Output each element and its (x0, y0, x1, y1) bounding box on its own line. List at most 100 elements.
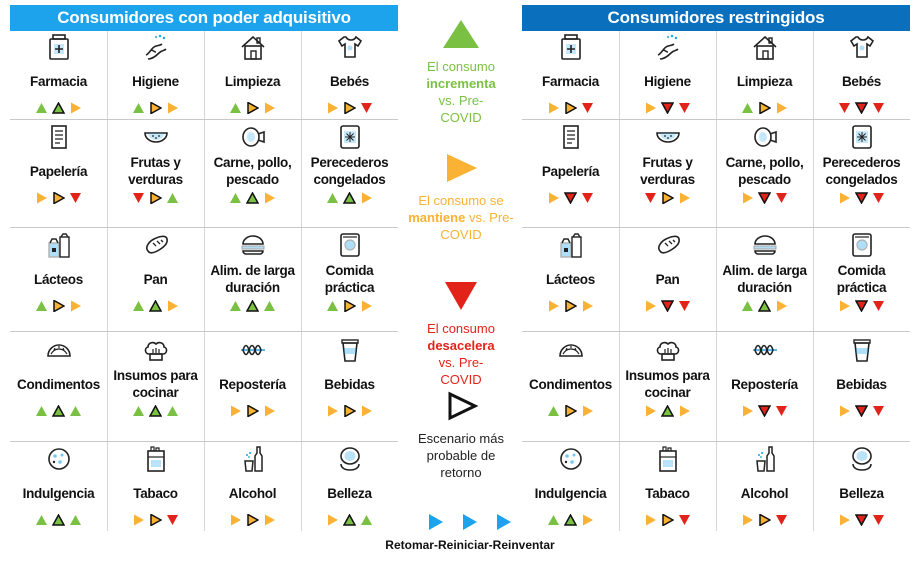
category-label: Pan (143, 271, 168, 287)
category-cell: Tabaco (619, 445, 716, 527)
increase-triangle-icon (36, 301, 47, 311)
increase-triangle-icon-outlined (149, 405, 162, 417)
category-cell: Indulgencia (522, 445, 619, 527)
grid-column-divider (204, 31, 205, 531)
trend-indicators (229, 299, 276, 313)
decrease-triangle-icon-outlined (758, 192, 771, 204)
maintain-triangle-icon (71, 300, 81, 312)
maintain-triangle-icon (777, 102, 787, 114)
burger-icon (745, 231, 785, 259)
maintain-triangle-icon (646, 300, 656, 312)
category-label: Alim. de larga duración (210, 263, 295, 295)
maintain-triangle-icon (265, 192, 275, 204)
category-label: Papelería (541, 163, 600, 179)
hand-wash-icon (136, 33, 176, 61)
trend-indicators (35, 191, 82, 205)
burger-icon (233, 231, 273, 259)
legend-increase: El consumo incrementa vs. Pre-COVID (402, 18, 520, 126)
green-up-triangle-icon (443, 20, 479, 48)
category-cell: Higiene (107, 33, 204, 115)
decrease-triangle-icon (776, 193, 787, 203)
category-cell: Condimentos (10, 336, 107, 418)
category-label: Alcohol (228, 485, 277, 501)
maintain-triangle-icon (840, 514, 850, 526)
increase-triangle-icon-outlined (564, 514, 577, 526)
legend-increase-bold: incrementa (426, 76, 496, 91)
trend-indicators (35, 299, 82, 313)
category-cell: Frutas y verduras (619, 123, 716, 205)
category-label: Alim. de larga duración (722, 263, 807, 295)
maintain-triangle-icon (328, 514, 338, 526)
category-cell: Perecederos congelados (813, 123, 910, 205)
blue-arrow-icon (497, 514, 511, 530)
category-label: Bebés (841, 73, 882, 89)
trend-indicators (35, 404, 82, 418)
cigarette-pack-icon (648, 445, 688, 473)
watermelon-icon (648, 123, 688, 151)
trend-indicators (326, 299, 373, 313)
red-down-triangle-icon (445, 282, 477, 310)
orange-right-triangle-icon (447, 154, 477, 182)
decrease-triangle-icon (839, 103, 850, 113)
bottles-icon (745, 445, 785, 473)
maintain-triangle-icon (328, 405, 338, 417)
category-label: Carne, pollo, pescado (725, 155, 804, 187)
decrease-triangle-icon (645, 193, 656, 203)
trend-indicators (547, 404, 594, 418)
hand-wash-icon (648, 33, 688, 61)
trend-indicators (229, 101, 276, 115)
maintain-triangle-icon-outlined (759, 514, 771, 526)
snack-bag-icon (842, 231, 882, 259)
maintain-triangle-icon-outlined (247, 102, 259, 114)
category-label: Lácteos (546, 271, 595, 287)
decrease-triangle-icon-outlined (758, 405, 771, 417)
category-cell: Pan (107, 231, 204, 313)
trend-indicators (838, 101, 885, 115)
category-label: Pan (655, 271, 680, 287)
legend-maintain-post: vs. Pre-COVID (440, 210, 514, 242)
maintain-triangle-icon-outlined (662, 192, 674, 204)
legend-decrease: El consumo desacelera vs. Pre-COVID (402, 280, 520, 388)
maintain-triangle-icon (583, 514, 593, 526)
footer-slogan: Retomar-Reiniciar-Reinventar (385, 538, 555, 552)
medicine-jar-icon (39, 33, 79, 61)
maintain-triangle-icon (646, 405, 656, 417)
category-cell: Farmacia (522, 33, 619, 115)
maintain-triangle-icon-outlined (759, 102, 771, 114)
taco-icon (551, 336, 591, 364)
onesie-icon (330, 33, 370, 61)
maintain-triangle-icon (168, 300, 178, 312)
decrease-triangle-icon (873, 193, 884, 203)
maintain-triangle-icon-outlined (565, 300, 577, 312)
decrease-triangle-icon (873, 103, 884, 113)
compact-mirror-icon (330, 445, 370, 473)
pastry-icon (745, 336, 785, 364)
maintain-triangle-icon (71, 102, 81, 114)
panel-restricted-consumers: Consumidores restringidos Farmacia Higien… (522, 5, 910, 531)
increase-triangle-icon (133, 301, 144, 311)
category-grid: Farmacia Higiene Limpieza Bebés Papelería Fru… (10, 31, 398, 531)
category-cell: Insumos para cocinar (619, 336, 716, 418)
pastry-icon (233, 336, 273, 364)
maintain-triangle-icon (646, 102, 656, 114)
category-label: Lácteos (34, 271, 83, 287)
trend-indicators (35, 513, 82, 527)
category-label: Indulgencia (22, 485, 95, 501)
decrease-triangle-icon (361, 103, 372, 113)
ham-icon (745, 123, 785, 151)
decrease-triangle-icon-outlined (855, 192, 868, 204)
onesie-icon (842, 33, 882, 61)
maintain-triangle-icon (583, 405, 593, 417)
increase-triangle-icon (742, 301, 753, 311)
blue-arrow-icon (429, 514, 443, 530)
maintain-triangle-icon-outlined (344, 102, 356, 114)
trend-indicators (132, 404, 179, 418)
category-cell: Pan (619, 231, 716, 313)
maintain-triangle-icon (646, 514, 656, 526)
legend-maintain-pre: El consumo se (418, 193, 504, 208)
snack-bag-icon (330, 231, 370, 259)
trend-indicators (644, 299, 691, 313)
footer: Retomar-Reiniciar-Reinventar (385, 512, 555, 552)
trend-indicators (132, 101, 179, 115)
maintain-triangle-icon-outlined (247, 405, 259, 417)
